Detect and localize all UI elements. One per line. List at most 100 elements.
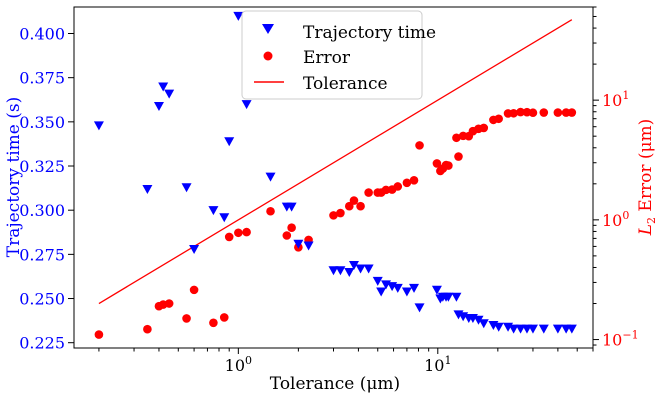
plot-area xyxy=(93,11,577,339)
y-right-label-rest: Error (μm) xyxy=(636,119,656,217)
error-point xyxy=(219,313,229,322)
trajectory-time-point xyxy=(515,324,526,334)
error-point xyxy=(381,185,391,195)
error-point xyxy=(364,188,373,197)
trajectory-time-point xyxy=(348,260,359,270)
legend-frame xyxy=(241,10,423,100)
error-point xyxy=(329,211,338,220)
y-right-tick-label: 10−1 xyxy=(602,329,639,350)
legend-trajectory-label: Trajectory time xyxy=(303,23,436,43)
y-right-tick-label: 100 xyxy=(602,209,629,230)
trajectory-time-point xyxy=(552,324,563,334)
error-point xyxy=(432,159,442,168)
error-point xyxy=(287,223,296,232)
trajectory-time-point xyxy=(328,266,339,276)
trajectory-time-point xyxy=(335,266,346,276)
error-point xyxy=(189,285,199,295)
tolerance-line xyxy=(98,19,573,305)
legend-trajectory-marker xyxy=(262,24,274,34)
error-point xyxy=(182,314,191,323)
x-axis-label: Tolerance (μm) xyxy=(270,374,400,394)
y-left-tick-label: 0.325 xyxy=(19,157,65,176)
trajectory-time-point xyxy=(451,292,462,302)
error-point xyxy=(452,133,461,143)
trajectory-time-point xyxy=(376,287,387,297)
error-point xyxy=(479,123,489,133)
trajectory-time-point xyxy=(401,287,412,297)
trajectory-time-point xyxy=(219,213,230,223)
error-point xyxy=(282,231,292,240)
legend: Trajectory time Error Tolerance xyxy=(241,10,436,100)
axes: 100 101 0.225 0.250 0.275 0.300 0.325 0.350 0.37… xyxy=(19,6,639,375)
trajectory-time-point xyxy=(431,285,442,295)
legend-tolerance-label: Tolerance xyxy=(303,74,388,94)
legend-error-marker xyxy=(263,51,273,61)
error-point xyxy=(509,108,518,118)
legend-error-label: Error xyxy=(303,48,351,68)
trajectory-time-point xyxy=(363,264,374,274)
error-point xyxy=(336,208,345,218)
trajectory-time-point xyxy=(538,324,549,334)
error-point xyxy=(393,182,403,191)
trajectory-time-point xyxy=(158,82,169,92)
error-point xyxy=(528,108,538,118)
error-point xyxy=(444,161,453,170)
trajectory-time-point xyxy=(286,202,297,212)
error-point xyxy=(494,114,503,124)
y-right-axis-label: L2 Error (μm) xyxy=(636,119,658,237)
y-left-tick-label: 0.300 xyxy=(19,201,65,220)
trajectory-time-point xyxy=(566,324,577,334)
error-point xyxy=(409,175,419,185)
error-point xyxy=(94,330,104,339)
y-left-tick-label: 0.225 xyxy=(19,334,65,353)
trajectory-time-point xyxy=(414,303,425,313)
trajectory-time-point xyxy=(265,172,276,182)
error-point xyxy=(415,141,424,150)
y-left-tick-label: 0.250 xyxy=(19,290,65,309)
trajectory-time-point xyxy=(142,184,153,194)
error-point xyxy=(402,178,412,188)
error-point xyxy=(516,107,525,117)
trajectory-time-point xyxy=(392,283,403,293)
error-point xyxy=(164,299,174,308)
trajectory-time-point xyxy=(164,89,175,99)
error-point xyxy=(344,201,354,211)
trajectory-time-point xyxy=(241,100,252,110)
trajectory-time-point xyxy=(527,324,538,334)
y-left-tick-label: 0.275 xyxy=(19,245,65,264)
plot-frame xyxy=(73,6,594,349)
y-left-tick-label: 0.350 xyxy=(19,113,65,132)
trajectory-time-point xyxy=(208,206,219,216)
error-point xyxy=(234,228,243,238)
error-point xyxy=(209,318,218,328)
error-point xyxy=(143,324,152,334)
y-right-label-base: L xyxy=(636,224,656,236)
trajectory-time-point xyxy=(153,101,164,111)
trajectory-time-point xyxy=(93,121,104,131)
error-point xyxy=(266,206,275,216)
trajectory-time-point xyxy=(372,276,383,286)
error-point xyxy=(539,108,549,117)
x-tick-label: 100 xyxy=(225,354,252,375)
trajectory-time-point xyxy=(181,183,192,193)
trajectory-time-point xyxy=(473,315,484,325)
trajectory-time-point xyxy=(189,245,200,255)
error-point xyxy=(454,152,463,161)
error-point xyxy=(356,201,365,211)
trajectory-time-point xyxy=(355,264,366,274)
y-right-label-sub: 2 xyxy=(645,217,658,224)
y-left-tick-label: 0.375 xyxy=(19,69,65,88)
y-right-tick-label: 101 xyxy=(602,89,629,110)
trajectory-time-point xyxy=(233,11,244,21)
trajectory-time-point xyxy=(409,283,420,293)
y-left-tick-label: 0.400 xyxy=(19,25,65,44)
trajectory-time-point xyxy=(293,239,304,249)
error-point xyxy=(567,108,577,117)
trajectory-time-point xyxy=(443,292,454,302)
error-point xyxy=(553,108,563,117)
trajectory-time-point xyxy=(224,137,235,147)
trajectory-time-point xyxy=(493,322,504,332)
trajectory-time-point xyxy=(303,241,314,251)
trajectory-time-point xyxy=(344,268,355,278)
